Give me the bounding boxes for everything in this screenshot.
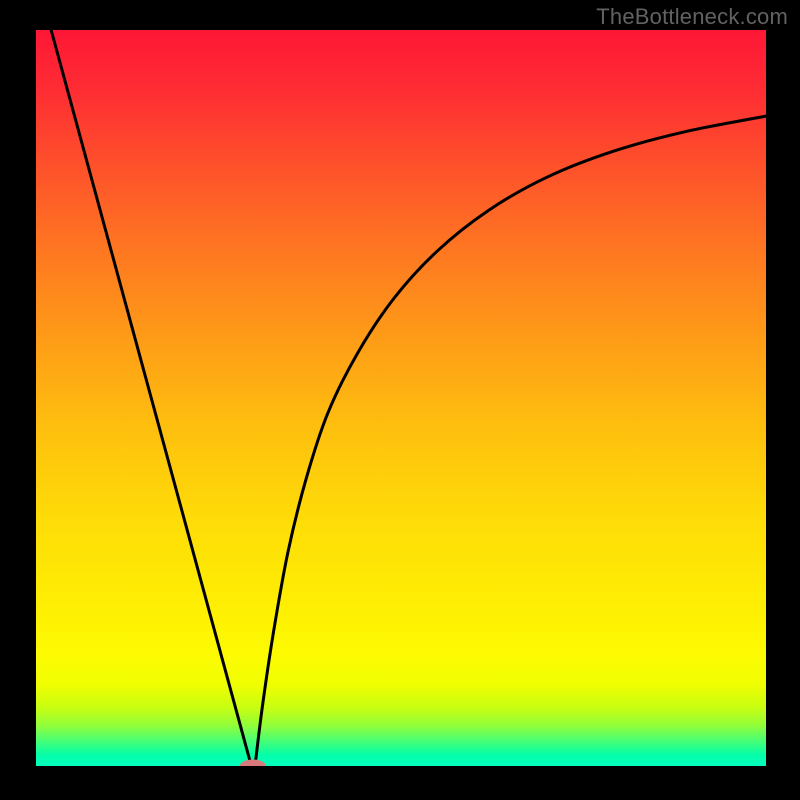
- chart-container: TheBottleneck.com: [0, 0, 800, 800]
- bottleneck-chart: [0, 0, 800, 800]
- watermark-text: TheBottleneck.com: [596, 4, 788, 30]
- plot-background: [36, 30, 766, 766]
- minimum-marker: [240, 760, 266, 773]
